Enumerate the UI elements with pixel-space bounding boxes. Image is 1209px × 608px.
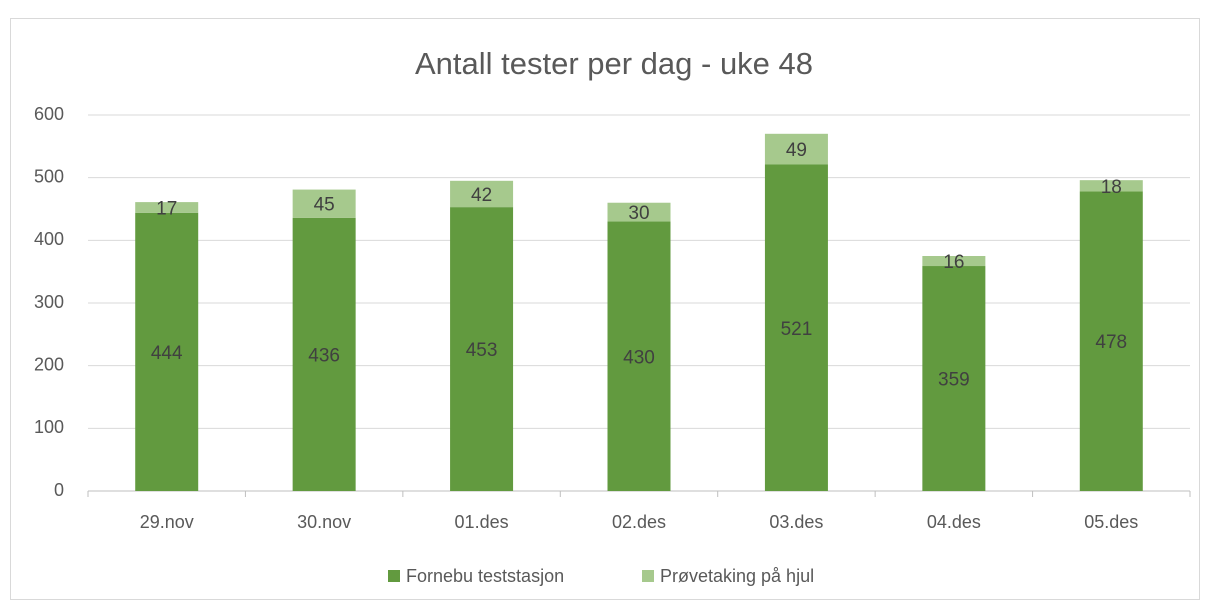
bar-segment [450, 207, 514, 491]
y-tick-label: 200 [34, 354, 64, 374]
x-tick-label: 02.des [612, 512, 666, 532]
data-label: 359 [938, 370, 970, 391]
data-label: 478 [1095, 332, 1127, 353]
legend-swatch [388, 570, 400, 582]
x-tick-label: 30.nov [297, 512, 351, 532]
x-tick-label: 29.nov [140, 512, 194, 532]
bar-segment [607, 221, 671, 492]
bar-segment [135, 212, 199, 491]
legend-label: Prøvetaking på hjul [660, 566, 814, 586]
legend-label: Fornebu teststasjon [406, 566, 564, 586]
data-label: 18 [1101, 177, 1122, 198]
data-label: 42 [471, 185, 492, 206]
y-tick-label: 400 [34, 229, 64, 249]
bar-segment [450, 180, 514, 208]
data-label: 521 [781, 319, 813, 340]
data-label: 30 [628, 203, 649, 224]
y-tick-label: 300 [34, 292, 64, 312]
chart-title: Antall tester per dag - uke 48 [415, 46, 813, 81]
data-label: 45 [314, 195, 335, 216]
data-label: 444 [151, 343, 183, 364]
data-label: 17 [156, 198, 177, 219]
bar-segment [764, 133, 828, 165]
data-label: 453 [466, 340, 498, 361]
x-tick-label: 05.des [1084, 512, 1138, 532]
data-label: 436 [308, 345, 340, 366]
legend-swatch [642, 570, 654, 582]
y-tick-label: 500 [34, 166, 64, 186]
bar-segment [292, 189, 356, 218]
bar-segment [922, 266, 986, 491]
x-tick-label: 01.des [455, 512, 509, 532]
y-tick-label: 600 [34, 104, 64, 124]
data-label: 49 [786, 140, 807, 161]
bar-segment [292, 217, 356, 492]
bar-segment [607, 202, 671, 222]
bar-segment [764, 164, 828, 492]
x-tick-label: 04.des [927, 512, 981, 532]
x-tick-label: 03.des [769, 512, 823, 532]
bar-segment [922, 256, 986, 267]
bar-segment [1079, 191, 1143, 491]
data-label: 430 [623, 347, 655, 368]
data-label: 16 [943, 252, 964, 273]
bar-segment [135, 202, 199, 213]
y-tick-label: 100 [34, 417, 64, 437]
bar-segment [1079, 180, 1143, 192]
y-tick-label: 0 [54, 480, 64, 500]
